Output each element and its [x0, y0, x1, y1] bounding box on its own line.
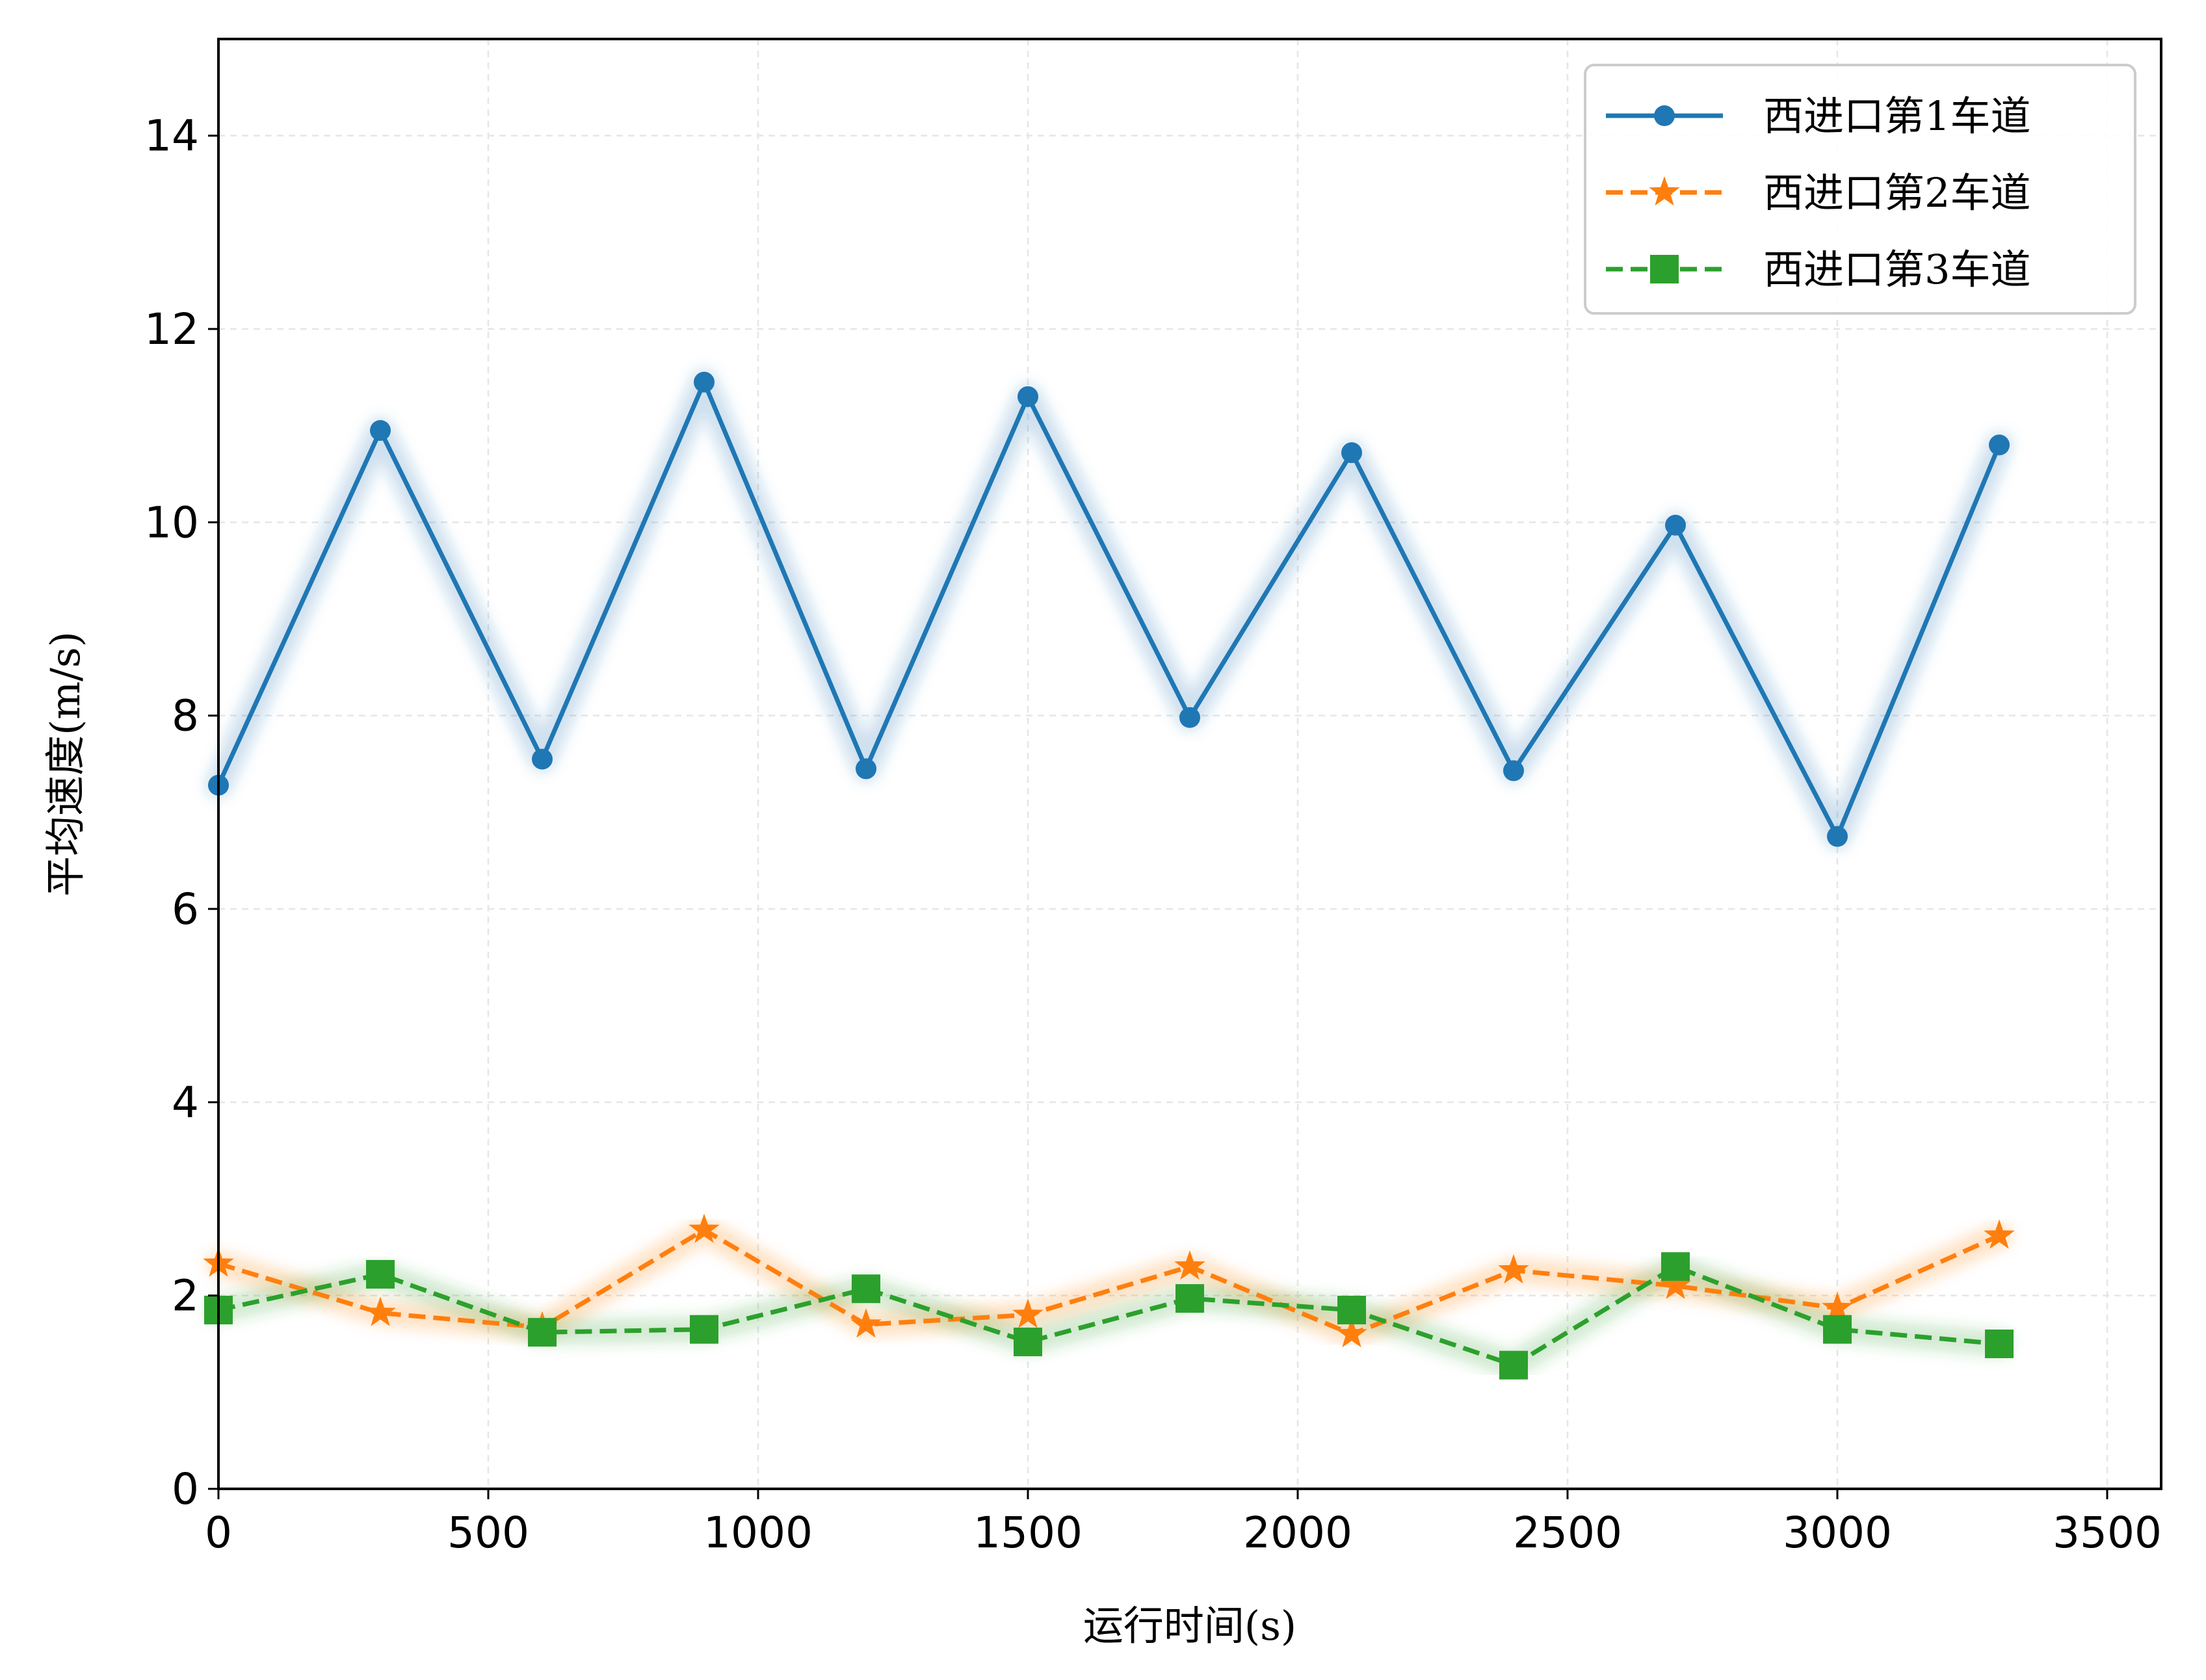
data-point — [1174, 1250, 1205, 1280]
data-point — [694, 371, 715, 393]
legend-marker-1 — [1654, 105, 1675, 126]
y-tick-label: 14 — [144, 111, 199, 161]
x-tick-label: 0 — [205, 1508, 232, 1558]
legend-label-1: 西进口第1车道 — [1763, 92, 2030, 140]
series-1 — [208, 371, 2010, 847]
y-tick-label: 4 — [172, 1077, 199, 1127]
x-axis: 0 500 1000 1500 2000 2500 3000 3500 — [205, 1489, 2162, 1558]
legend-label-3: 西进口第3车道 — [1763, 246, 2030, 293]
data-point — [689, 1213, 720, 1243]
data-point — [1660, 1269, 1691, 1299]
y-axis: 0 2 4 6 8 10 12 14 — [144, 111, 218, 1514]
data-point — [1341, 442, 1362, 464]
x-tick-label: 1500 — [973, 1508, 1083, 1558]
data-point — [1827, 826, 1848, 847]
series-lines — [203, 371, 2015, 1380]
data-point — [1175, 1284, 1204, 1313]
data-point — [1018, 386, 1038, 408]
x-tick-label: 500 — [447, 1508, 529, 1558]
data-point — [1989, 434, 2010, 456]
data-point — [366, 1259, 395, 1289]
y-tick-label: 0 — [172, 1464, 199, 1514]
y-tick-label: 2 — [172, 1271, 199, 1321]
data-point — [1179, 707, 1200, 728]
x-tick-label: 2500 — [1513, 1508, 1622, 1558]
series-line-3 — [218, 1264, 2000, 1368]
data-point — [1823, 1315, 1852, 1344]
data-point — [1336, 1318, 1367, 1348]
data-point — [1985, 1330, 2014, 1358]
x-tick-label: 1000 — [703, 1508, 813, 1558]
data-point — [852, 1274, 880, 1304]
y-tick-label: 6 — [172, 884, 199, 934]
series-line-1 — [216, 380, 2002, 839]
data-point — [1499, 1350, 1528, 1380]
data-point — [856, 758, 876, 780]
legend-marker-2 — [1649, 176, 1680, 206]
plot-frame — [217, 38, 2162, 1490]
data-point — [1498, 1254, 1529, 1284]
legend-marker-3 — [1650, 255, 1679, 283]
data-point — [365, 1296, 396, 1326]
x-tick-label: 2000 — [1243, 1508, 1352, 1558]
data-point — [1822, 1292, 1853, 1322]
y-tick-label: 12 — [144, 304, 199, 354]
data-point — [850, 1308, 882, 1338]
data-point — [1661, 1252, 1690, 1281]
data-point — [1503, 760, 1524, 781]
data-point — [1984, 1219, 2015, 1249]
legend-box — [1584, 64, 2136, 315]
y-axis-title: 平均速度(m/s) — [42, 631, 89, 897]
series-3 — [204, 1252, 2014, 1380]
data-point — [1665, 514, 1686, 536]
x-tick-label: 3500 — [2053, 1508, 2162, 1558]
y-tick-label: 10 — [144, 497, 199, 547]
y-tick-label: 8 — [172, 691, 199, 741]
data-point — [1337, 1295, 1366, 1324]
x-axis-title: 运行时间(s) — [1083, 1602, 1296, 1649]
data-point — [370, 420, 391, 441]
data-point — [1014, 1328, 1042, 1357]
data-point — [532, 748, 553, 770]
x-tick-label: 3000 — [1783, 1508, 1892, 1558]
legend-label-2: 西进口第2车道 — [1763, 169, 2030, 217]
data-point — [528, 1318, 557, 1347]
data-point — [690, 1315, 718, 1344]
data-point — [1012, 1298, 1044, 1328]
